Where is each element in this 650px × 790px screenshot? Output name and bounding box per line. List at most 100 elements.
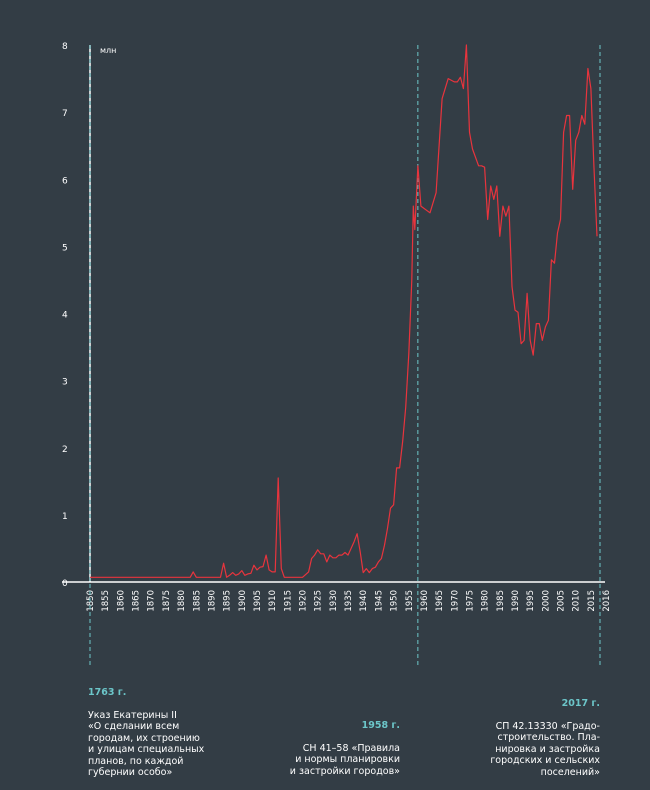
y-tick-label-7: 7: [62, 109, 68, 119]
data-point: [317, 549, 318, 550]
data-point: [505, 216, 506, 217]
data-point: [308, 571, 309, 572]
data-point: [545, 326, 546, 327]
data-point: [542, 340, 543, 341]
data-point: [363, 572, 364, 573]
data-point: [590, 88, 591, 89]
x-tick-label-1940: 1940: [359, 590, 369, 612]
x-tick-label-1975: 1975: [465, 590, 475, 612]
y-tick-label-6: 6: [62, 176, 68, 186]
x-tick-label-1965: 1965: [435, 590, 445, 612]
data-point: [587, 68, 588, 69]
x-tick-label-1970: 1970: [450, 590, 460, 612]
data-point: [272, 571, 273, 572]
annotation-2017-year: 2017 г.: [561, 697, 600, 709]
data-point: [347, 555, 348, 556]
annotation-1763-year: 1763 г.: [88, 686, 127, 698]
x-tick-label-1985: 1985: [496, 590, 506, 612]
x-tick-label-1950: 1950: [390, 590, 400, 612]
data-point: [539, 323, 540, 324]
data-point: [329, 555, 330, 556]
data-point: [244, 575, 245, 576]
data-point: [287, 577, 288, 578]
data-point: [417, 165, 418, 166]
data-point: [457, 81, 458, 82]
data-point: [332, 557, 333, 558]
x-tick-label-1870: 1870: [147, 590, 157, 612]
data-point: [369, 572, 370, 573]
data-point: [323, 553, 324, 554]
data-point: [560, 219, 561, 220]
x-tick-label-1865: 1865: [132, 590, 142, 612]
data-point: [469, 132, 470, 133]
data-point: [499, 236, 500, 237]
x-tick-label-1945: 1945: [374, 590, 384, 612]
annotation-1763-text: Указ Екатерины II «О сделании всем город…: [88, 709, 205, 779]
x-tick-label-2010: 2010: [572, 590, 582, 612]
data-point: [238, 573, 239, 574]
x-tick-label-1920: 1920: [299, 590, 309, 612]
annotation-1763: 1763 г. Указ Екатерины II «О сделании вс…: [88, 675, 204, 790]
annotation-1958-text: СН 41–58 «Правила и нормы планировки и з…: [289, 742, 400, 777]
data-point: [414, 229, 415, 230]
data-point: [581, 115, 582, 116]
data-point: [420, 206, 421, 207]
data-point: [566, 115, 567, 116]
data-point: [596, 236, 597, 237]
data-point: [408, 353, 409, 354]
x-tick-label-1885: 1885: [192, 590, 202, 612]
x-tick-label-1905: 1905: [253, 590, 263, 612]
data-point: [575, 140, 576, 141]
x-tick-label-1890: 1890: [207, 590, 217, 612]
data-point: [378, 561, 379, 562]
data-point: [269, 569, 270, 570]
data-point: [533, 355, 534, 356]
data-point: [290, 577, 291, 578]
data-point: [405, 407, 406, 408]
data-point: [517, 312, 518, 313]
data-point: [360, 551, 361, 552]
data-point: [393, 504, 394, 505]
data-point: [262, 566, 263, 567]
x-tick-label-1925: 1925: [314, 590, 324, 612]
x-tick-label-1860: 1860: [116, 590, 126, 612]
data-point: [278, 477, 279, 478]
data-point: [548, 320, 549, 321]
data-point: [284, 577, 285, 578]
data-point: [472, 148, 473, 149]
data-point: [235, 575, 236, 576]
data-point: [320, 553, 321, 554]
data-point: [584, 124, 585, 125]
data-point: [89, 577, 90, 578]
data-point: [402, 440, 403, 441]
data-point: [496, 185, 497, 186]
data-point: [454, 81, 455, 82]
data-point: [554, 263, 555, 264]
data-point: [399, 467, 400, 468]
data-point: [253, 565, 254, 566]
series-line: [90, 44, 598, 578]
y-tick-label-8: 8: [62, 42, 68, 52]
y-tick-label-3: 3: [62, 378, 68, 388]
x-tick-label-1930: 1930: [329, 590, 339, 612]
data-point: [484, 167, 485, 168]
data-point: [487, 219, 488, 220]
data-point: [223, 563, 224, 564]
x-tick-label-1895: 1895: [223, 590, 233, 612]
data-point: [478, 165, 479, 166]
data-point: [448, 78, 449, 79]
data-point: [196, 577, 197, 578]
data-point: [508, 206, 509, 207]
x-tick-label-2016: 2016: [602, 590, 612, 612]
y-tick-label-1: 1: [62, 512, 68, 522]
data-point: [259, 567, 260, 568]
data-point: [281, 568, 282, 569]
data-point: [232, 572, 233, 573]
x-tick-label-1960: 1960: [420, 590, 430, 612]
data-point: [563, 132, 564, 133]
x-tick-label-1880: 1880: [177, 590, 187, 612]
data-point: [413, 206, 414, 207]
data-point: [381, 558, 382, 559]
annotation-1958-year: 1958 г.: [361, 719, 400, 731]
data-point: [314, 555, 315, 556]
